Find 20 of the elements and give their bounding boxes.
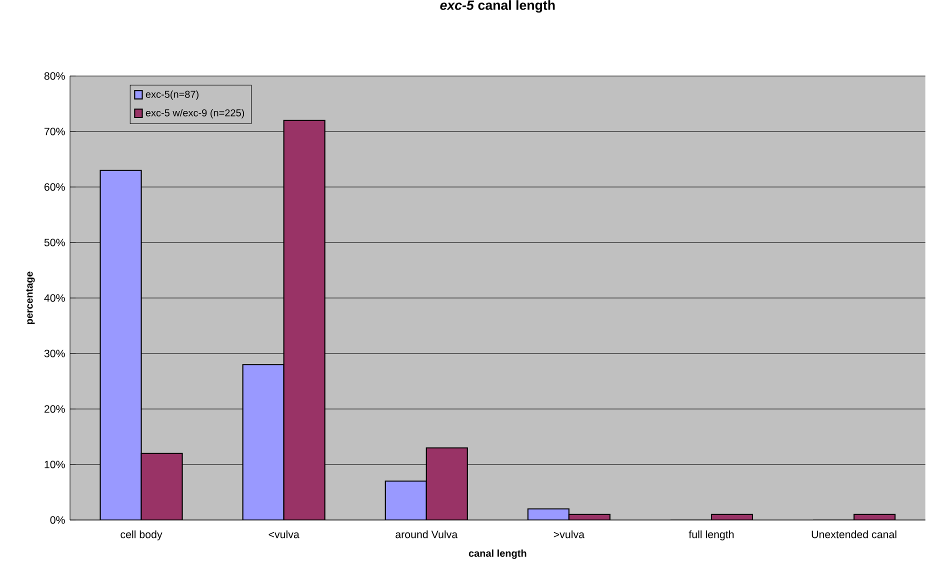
x-tick-label: Unextended canal	[812, 530, 896, 538]
x-tick-label: cell body	[120, 530, 162, 540]
x-tick-label: full length	[688, 530, 734, 540]
legend-label: exc-5 w/exc-9 (n=225)	[146, 109, 244, 118]
y-axis-title: percentage	[26, 272, 35, 324]
y-tick-label: 60%	[44, 183, 65, 191]
y-tick-label: 70%	[44, 128, 65, 136]
x-axis-title: canal length	[468, 550, 526, 559]
y-tick-label: 50%	[44, 238, 65, 246]
y-tick-label: 0%	[50, 516, 65, 524]
y-tick-label: 40%	[44, 294, 65, 302]
x-tick-label: <vulva	[268, 530, 300, 538]
y-tick-label: 10%	[44, 460, 65, 468]
y-tick-label: 30%	[44, 350, 65, 358]
y-tick-label: 20%	[44, 405, 65, 413]
x-tick-label: >vulva	[554, 530, 585, 538]
y-tick-label: 80%	[44, 72, 65, 80]
x-tick-label: around Vulva	[396, 530, 458, 538]
chart-title: exc-5 canal length	[440, 0, 555, 13]
legend-label: exc-5(n=87)	[146, 90, 198, 100]
